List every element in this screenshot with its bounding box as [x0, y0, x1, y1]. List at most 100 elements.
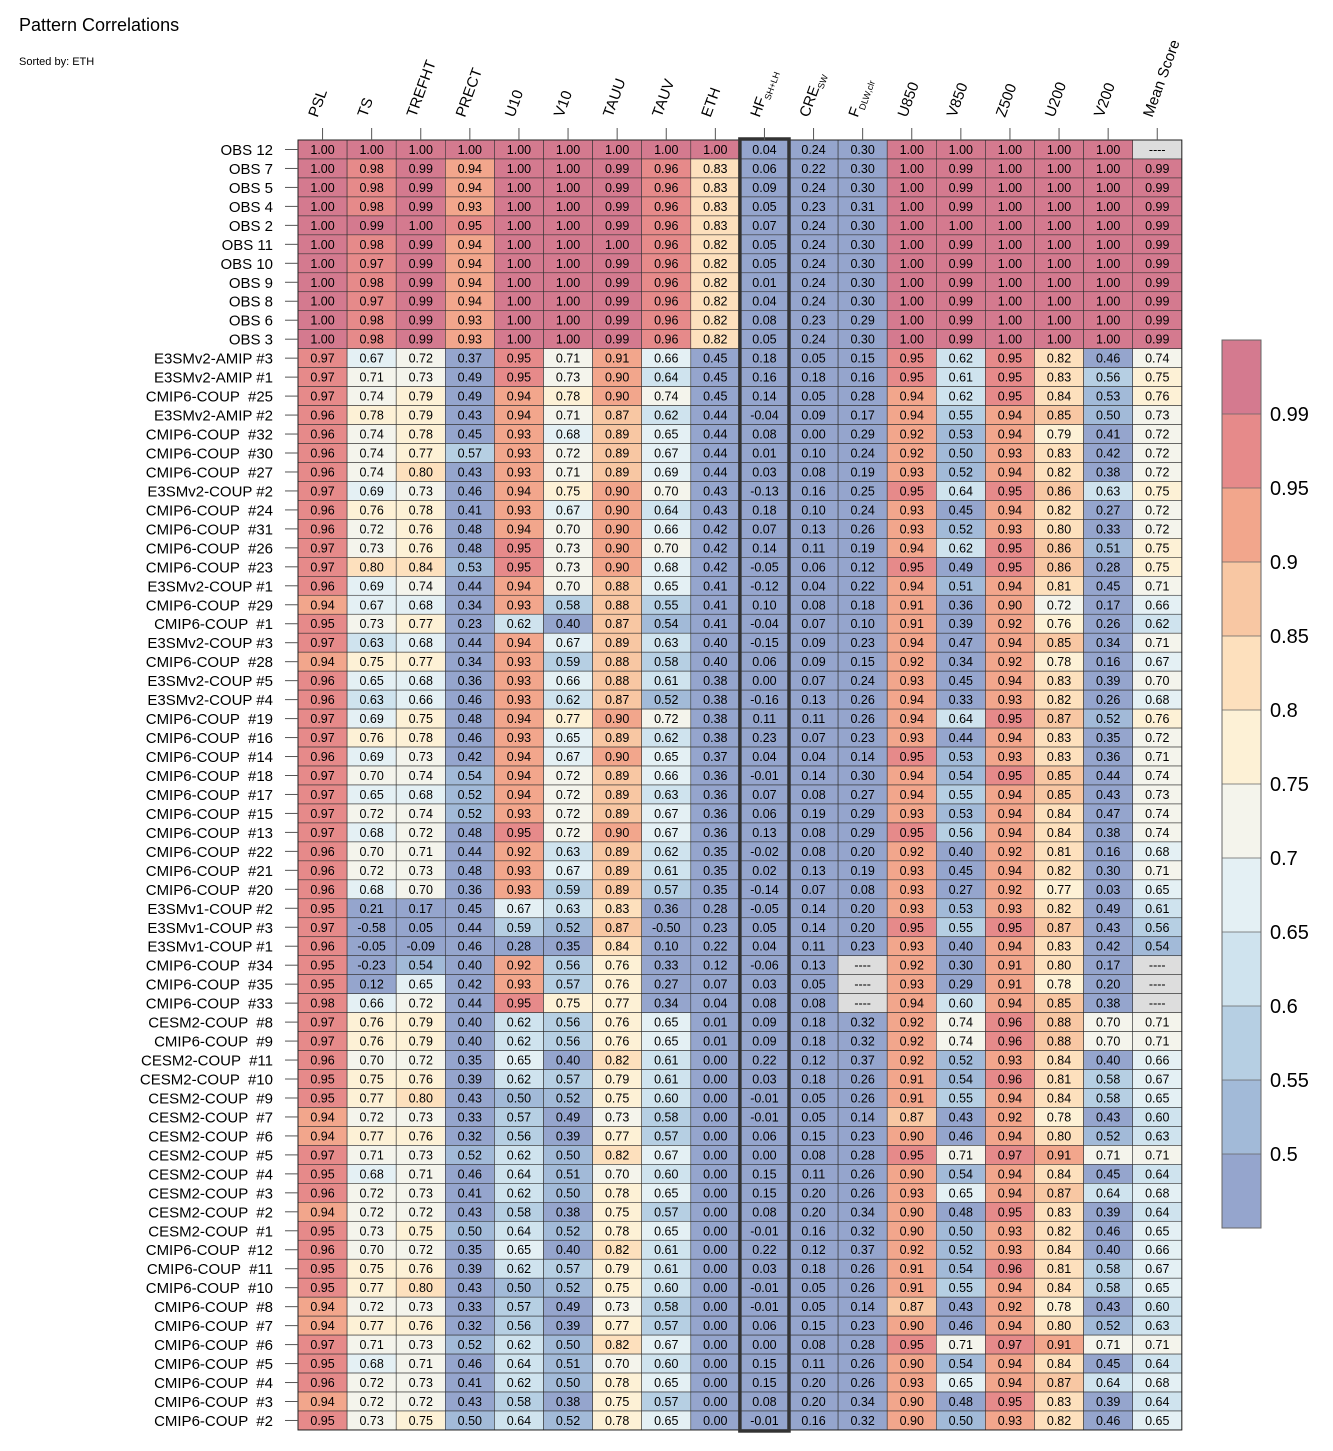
cell-value-label: 0.50: [556, 1338, 580, 1352]
cell-value-label: 0.06: [752, 1129, 776, 1143]
cell-value-label: 0.99: [949, 314, 973, 328]
cell-value-label: 0.94: [507, 390, 531, 404]
cell-value-label: 0.11: [802, 940, 825, 954]
cell-value-label: 0.20: [850, 921, 874, 935]
cell-value-label: 0.99: [1145, 200, 1169, 214]
cell-value-label: 0.89: [605, 788, 629, 802]
cell-value-label: 0.62: [507, 1148, 531, 1162]
row-label: CMIP6-COUP #10: [146, 1280, 273, 1297]
cell-value-label: 0.84: [1047, 826, 1071, 840]
cell-value-label: 0.89: [605, 845, 629, 859]
cell-value-label: 0.58: [1096, 1262, 1120, 1276]
cell-value-label: 0.48: [458, 522, 482, 536]
cell-value-label: 0.77: [1047, 883, 1071, 897]
cell-value-label: 0.67: [556, 503, 580, 517]
cell-value-label: 0.60: [654, 1281, 678, 1295]
cell-value-label: 0.52: [949, 1243, 973, 1257]
cell-value-label: 0.65: [654, 1186, 678, 1200]
cell-value-label: 0.23: [850, 731, 874, 745]
column-label: V10: [551, 88, 576, 119]
cell-value-label: 1.00: [900, 257, 924, 271]
cell-value-label: 0.58: [654, 655, 678, 669]
cell-value-label: 0.68: [1145, 1376, 1169, 1390]
cell-value-label: 0.83: [1047, 731, 1071, 745]
cell-value-label: 0.95: [998, 390, 1022, 404]
cell-value-label: 0.58: [1096, 1073, 1120, 1087]
cell-value-label: 0.40: [556, 617, 580, 631]
cell-value-label: 0.30: [850, 162, 874, 176]
cell-value-label: 0.51: [556, 1357, 580, 1371]
cell-value-label: 0.96: [310, 1243, 334, 1257]
cell-value-label: 0.05: [752, 238, 776, 252]
cell-value-label: 0.71: [1145, 864, 1169, 878]
cell-value-label: 0.88: [605, 598, 629, 612]
cell-value-label: 0.82: [605, 1054, 629, 1068]
cell-value-label: 1.00: [949, 219, 973, 233]
cell-value-label: 0.43: [458, 465, 482, 479]
cell-value-label: 0.96: [998, 1035, 1022, 1049]
cell-value-label: 0.78: [1047, 1110, 1071, 1124]
cell-value-label: 0.99: [949, 162, 973, 176]
cell-value-label: 0.92: [900, 447, 924, 461]
cell-value-label: 0.99: [409, 314, 433, 328]
cell-value-label: 0.86: [1047, 541, 1071, 555]
cell-value-label: 0.28: [850, 1148, 874, 1162]
cell-value-label: 0.72: [556, 807, 580, 821]
cell-value-label: 0.30: [949, 959, 973, 973]
cell-value-label: 0.52: [556, 1281, 580, 1295]
cell-value-label: 0.50: [1096, 409, 1120, 423]
cell-value-label: 0.14: [850, 750, 874, 764]
cell-value-label: 0.72: [1145, 465, 1169, 479]
cell-value-label: 0.53: [1096, 390, 1120, 404]
cell-value-label: 0.52: [458, 807, 482, 821]
cell-value-label: 0.46: [949, 1319, 973, 1333]
cell-value-label: 0.89: [605, 769, 629, 783]
cell-value-label: 0.88: [1047, 1035, 1071, 1049]
cell-value-label: 0.41: [703, 598, 727, 612]
cell-value-label: 0.29: [850, 826, 874, 840]
cell-value-label: 0.14: [801, 769, 825, 783]
cell-value-label: 0.65: [359, 788, 383, 802]
cell-value-label: 0.60: [654, 1091, 678, 1105]
cell-value-label: 0.92: [900, 1054, 924, 1068]
cell-value-label: 0.30: [1096, 864, 1120, 878]
cell-value-label: 0.00: [703, 1224, 727, 1238]
cell-value-label: 0.90: [900, 1395, 924, 1409]
row-label: CMIP6-COUP #21: [146, 863, 273, 880]
cell-value-label: 0.76: [605, 978, 629, 992]
cell-value-label: 1.00: [556, 162, 580, 176]
cell-value-label: 0.99: [409, 162, 433, 176]
cell-value-label: 0.05: [801, 352, 825, 366]
cell-value-label: 0.40: [1096, 1054, 1120, 1068]
cell-value-label: 1.00: [998, 257, 1022, 271]
cell-value-label: 1.00: [1096, 219, 1120, 233]
cell-value-label: 0.73: [409, 1376, 433, 1390]
cell-value-label: 0.03: [752, 465, 776, 479]
cell-value-label: 0.97: [310, 769, 334, 783]
column-label: TAUU: [600, 76, 630, 119]
cell-value-label: 0.15: [752, 1186, 776, 1200]
cell-value-label: 0.96: [310, 522, 334, 536]
cell-value-label: 0.43: [1096, 1110, 1120, 1124]
cell-value-label: 0.26: [850, 1091, 874, 1105]
cell-value-label: 0.57: [556, 1262, 580, 1276]
chart-subtitle: Sorted by: ETH: [19, 56, 95, 68]
cell-value-label: 0.60: [654, 1357, 678, 1371]
cell-value-label: 0.94: [998, 1319, 1022, 1333]
cell-value-label: 0.94: [998, 409, 1022, 423]
cell-value-label: 0.20: [801, 1205, 825, 1219]
cell-value-label: 0.98: [359, 276, 383, 290]
cell-value-label: 0.16: [752, 371, 776, 385]
cell-value-label: 0.95: [998, 1205, 1022, 1219]
cell-value-label: 0.63: [359, 693, 383, 707]
cell-value-label: 0.14: [850, 1110, 874, 1124]
cell-value-label: 0.70: [359, 845, 383, 859]
cell-value-label: 0.64: [1145, 1395, 1169, 1409]
cell-value-label: 0.34: [1096, 636, 1120, 650]
row-label: CMIP6-COUP #17: [146, 787, 273, 804]
cell-value-label: 0.93: [507, 655, 531, 669]
cell-value-label: 0.88: [605, 579, 629, 593]
cell-value-label: 0.35: [1096, 731, 1120, 745]
cell-value-label: 0.24: [801, 257, 825, 271]
cell-value-label: 0.87: [605, 693, 629, 707]
